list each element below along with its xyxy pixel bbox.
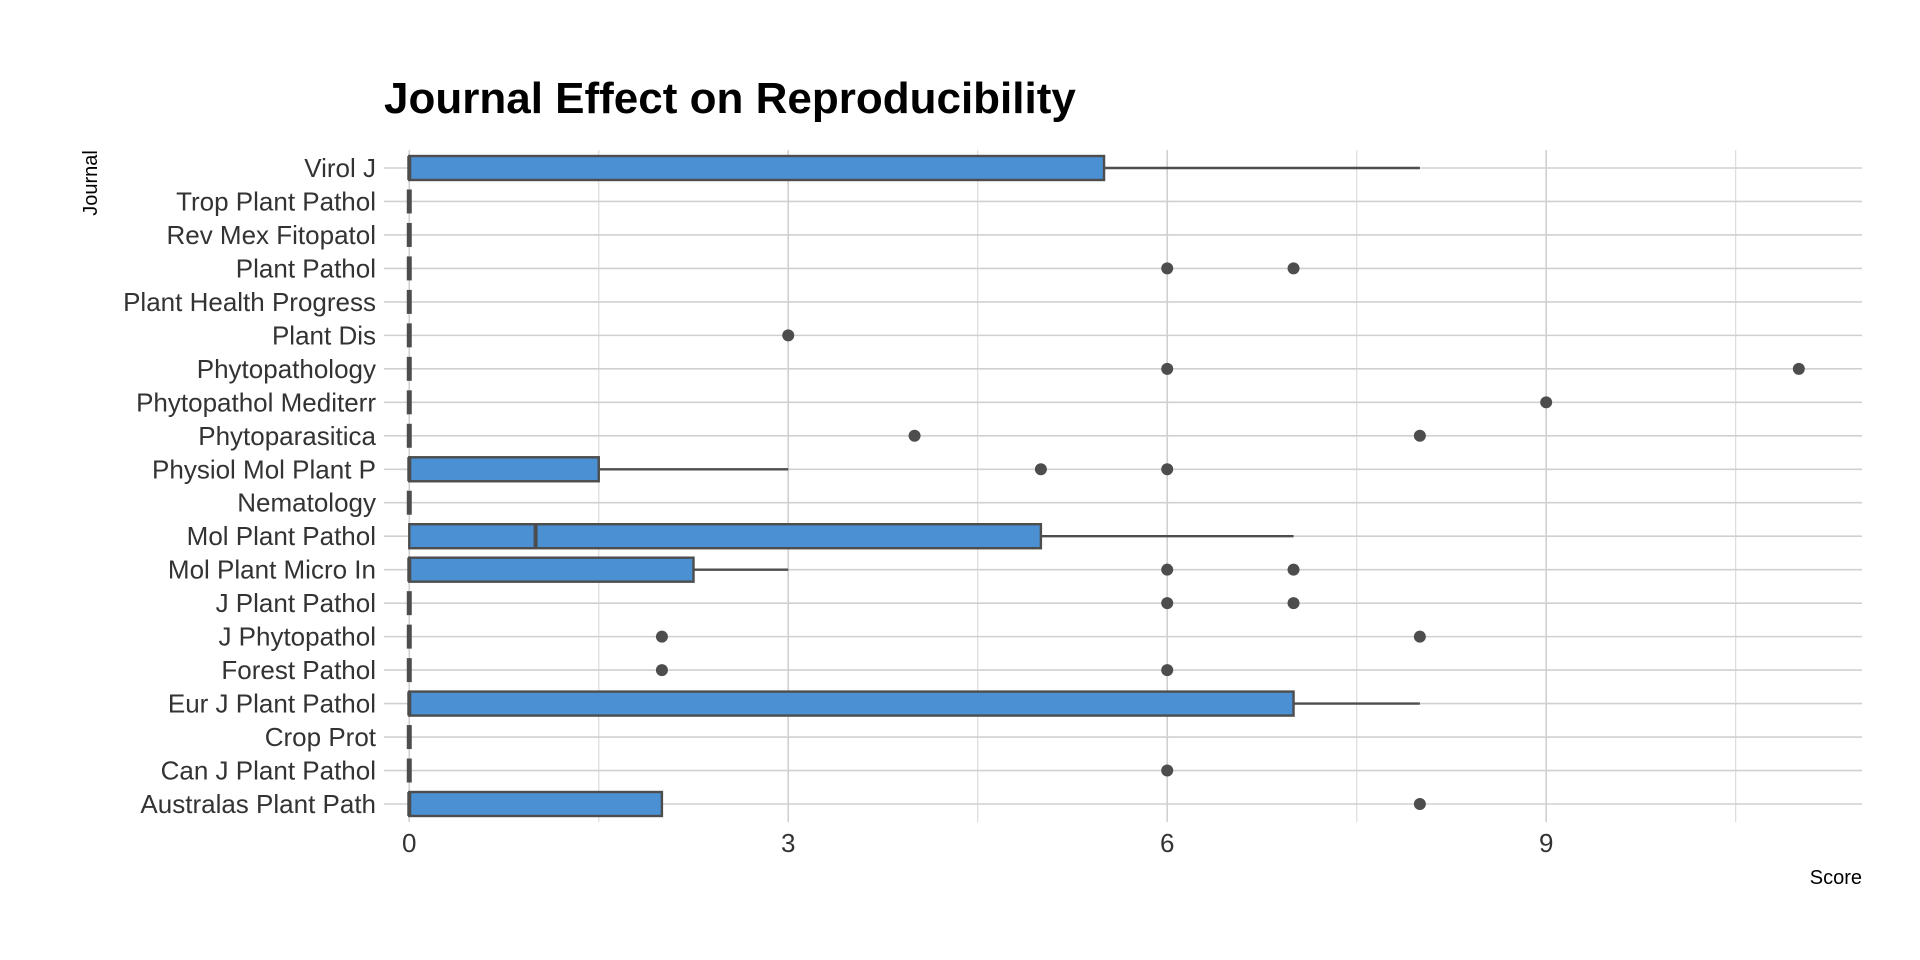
box-group — [407, 790, 1426, 818]
box — [408, 154, 1106, 182]
box — [408, 456, 600, 483]
box-group — [408, 523, 1294, 550]
category-label: J Plant Pathol — [216, 588, 376, 618]
outlier-point — [1161, 764, 1174, 777]
outlier-point — [1287, 563, 1300, 576]
outlier-point — [782, 329, 795, 342]
box-group — [407, 690, 1420, 717]
box-group — [406, 591, 1300, 616]
grid-lines — [384, 150, 1862, 822]
category-label: J Phytopathol — [218, 622, 376, 652]
x-tick-labels: 0 3 6 9 — [402, 828, 1553, 858]
outlier-point — [1540, 396, 1553, 409]
category-label: Phytoparasitica — [198, 421, 376, 451]
box-group — [406, 356, 1805, 381]
category-label: Plant Health Progress — [123, 287, 376, 317]
outlier-point — [1413, 798, 1426, 810]
category-label: Physiol Mol Plant P — [152, 454, 376, 484]
x-tick-label: 3 — [781, 828, 795, 858]
outlier-point — [1161, 563, 1174, 576]
outlier-point — [1161, 262, 1174, 275]
category-label: Forest Pathol — [221, 655, 376, 685]
box-marks — [406, 154, 1805, 818]
outlier-point — [655, 630, 668, 643]
category-label: Phytopathology — [197, 354, 376, 384]
category-label: Mol Plant Micro In — [168, 555, 376, 585]
box-group — [406, 256, 1300, 281]
category-label: Plant Pathol — [236, 253, 376, 283]
category-label: Can J Plant Pathol — [161, 756, 376, 786]
x-axis-title: Score — [1810, 867, 1862, 889]
outlier-point — [1413, 630, 1426, 643]
category-label: Crop Prot — [265, 722, 377, 752]
box-group — [407, 456, 1174, 483]
category-label: Eur J Plant Pathol — [168, 689, 376, 719]
box — [408, 790, 664, 818]
box — [408, 523, 1043, 550]
outlier-point — [1287, 262, 1300, 275]
category-label: Plant Dis — [272, 320, 376, 350]
category-label: Virol J — [304, 153, 376, 183]
box-group — [406, 323, 795, 348]
category-label: Australas Plant Path — [140, 789, 376, 819]
box — [408, 690, 1295, 717]
outlier-point — [1792, 362, 1805, 375]
box-group — [406, 658, 1174, 683]
category-label: Mol Plant Pathol — [187, 521, 376, 551]
x-tick-label: 6 — [1160, 828, 1174, 858]
x-tick-label: 0 — [402, 828, 416, 858]
outlier-point — [1161, 664, 1174, 677]
outlier-point — [1161, 597, 1174, 610]
category-label: Rev Mex Fitopatol — [166, 220, 376, 250]
outlier-point — [655, 664, 668, 677]
outlier-point — [1161, 362, 1174, 375]
category-label: Phytopathol Mediterr — [136, 387, 376, 417]
outlier-point — [908, 429, 921, 442]
outlier-point — [1287, 597, 1300, 610]
box-group — [407, 556, 1300, 583]
category-label: Trop Plant Pathol — [176, 186, 376, 216]
box-group — [406, 624, 1426, 649]
category-label: Nematology — [237, 488, 376, 518]
box-group — [407, 154, 1420, 182]
box-group — [406, 423, 1426, 448]
x-tick-label: 9 — [1539, 828, 1553, 858]
y-axis-title: Journal — [80, 150, 102, 216]
outlier-point — [1034, 463, 1047, 476]
box — [408, 556, 695, 583]
box-group — [406, 390, 1553, 415]
outlier-point — [1161, 463, 1174, 476]
box-group — [406, 758, 1174, 783]
chart-title: Journal Effect on Reproducibility — [384, 74, 1076, 123]
outlier-point — [1413, 429, 1426, 442]
